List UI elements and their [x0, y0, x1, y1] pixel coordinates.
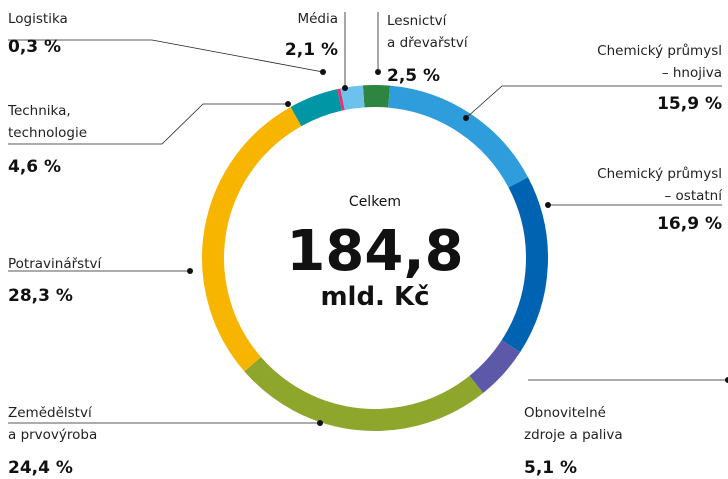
- donut-segment: [340, 85, 365, 111]
- category-label: Obnovitelné zdroje a paliva: [524, 405, 623, 443]
- category-label: Chemický průmysl – ostatní: [597, 166, 722, 204]
- center-value: 184,8: [286, 219, 464, 284]
- donut-segment: [244, 356, 484, 431]
- value-label: 2,5 %: [387, 66, 441, 86]
- value-label: 15,9 %: [657, 94, 722, 114]
- leader-line: [8, 103, 288, 145]
- category-label: Technika, technologie: [8, 103, 88, 141]
- value-label: 0,3 %: [8, 37, 62, 57]
- value-label: 4,6 %: [8, 157, 62, 177]
- value-label: 2,1 %: [284, 40, 338, 60]
- value-label: 16,9 %: [657, 214, 722, 234]
- leader-dot: [320, 69, 326, 75]
- donut-segment: [469, 339, 521, 394]
- leader-dot: [187, 268, 193, 274]
- category-label: Chemický průmysl – hnojiva: [597, 43, 722, 81]
- center-unit: mld. Kč: [320, 282, 430, 312]
- donut-segment: [501, 177, 548, 353]
- leader-dot: [317, 420, 323, 426]
- leader-dot: [725, 377, 728, 383]
- category-label: Zemědělství a prvovýroba: [8, 405, 98, 443]
- donut-segment: [362, 85, 391, 108]
- category-label: Logistika: [8, 11, 68, 27]
- leader-line: [8, 39, 324, 73]
- leader-dot: [375, 69, 381, 75]
- center-caption: Celkem: [348, 194, 402, 210]
- leader-dot: [342, 85, 348, 91]
- leader-dot: [285, 101, 291, 107]
- value-label: 24,4 %: [8, 458, 73, 478]
- category-label: Média: [297, 11, 338, 27]
- category-label: Lesnictví a dřevařství: [387, 13, 468, 51]
- donut-segment: [290, 89, 343, 127]
- leader-dot: [545, 202, 551, 208]
- donut-segment: [387, 85, 528, 188]
- value-label: 28,3 %: [8, 286, 73, 306]
- leader-dot: [463, 115, 469, 121]
- donut-segment: [337, 88, 345, 111]
- value-label: 5,1 %: [524, 458, 578, 478]
- donut-segment: [202, 106, 302, 372]
- category-label: Potravinářství: [8, 256, 102, 272]
- leader-line: [465, 85, 722, 119]
